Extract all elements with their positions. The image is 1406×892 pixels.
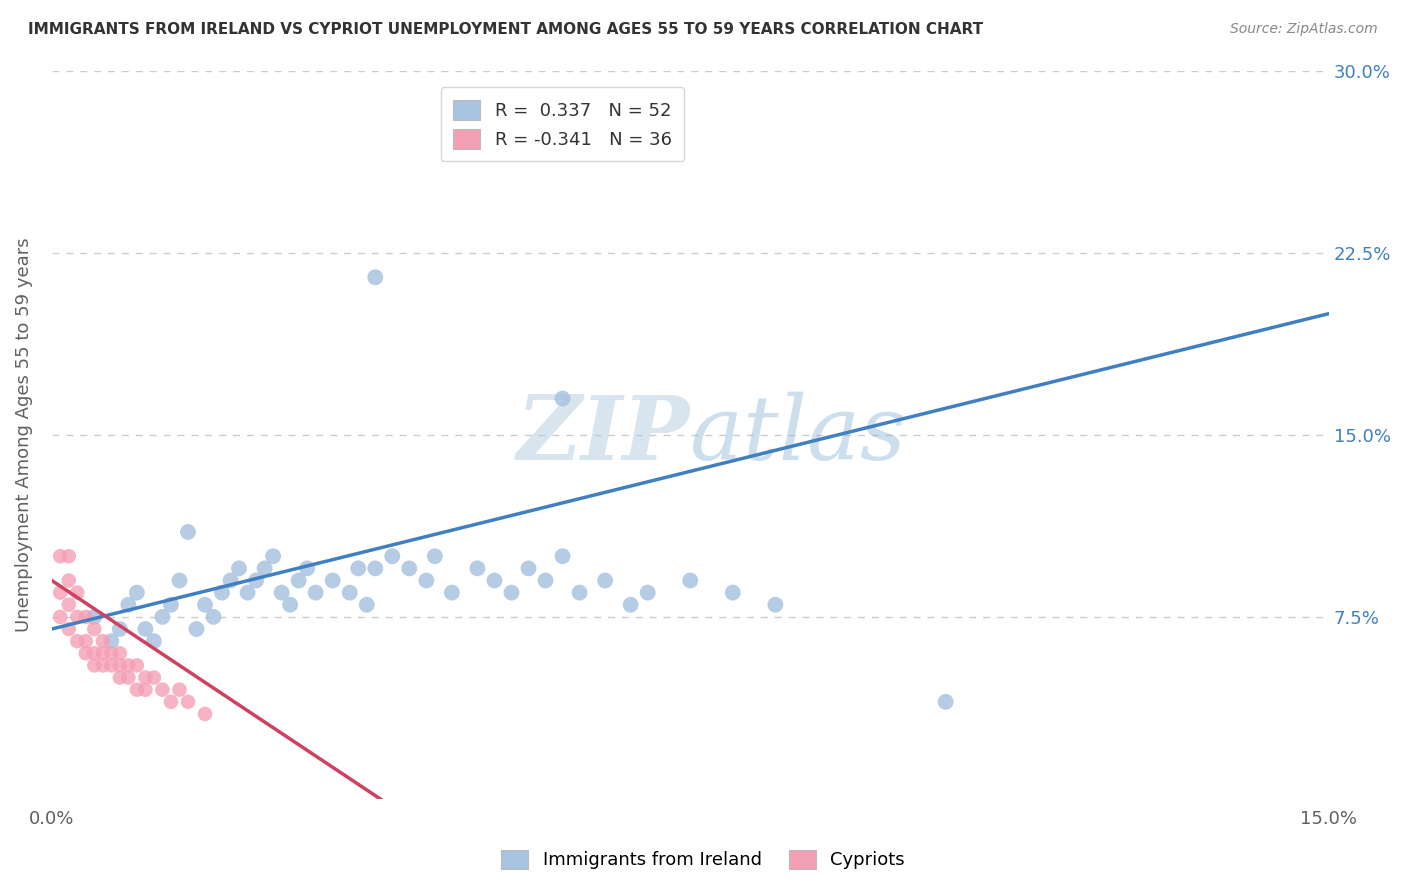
Point [177,695,200,709]
Point [415,574,437,588]
Point [202,610,225,624]
Point [211,585,233,599]
Point [228,561,250,575]
Point [58,622,80,636]
Point [125,585,148,599]
Point [534,574,557,588]
Point [91,646,114,660]
Point [398,561,420,575]
Point [49,585,72,599]
Point [152,682,174,697]
Text: IMMIGRANTS FROM IRELAND VS CYPRIOT UNEMPLOYMENT AMONG AGES 55 TO 59 YEARS CORREL: IMMIGRANTS FROM IRELAND VS CYPRIOT UNEMP… [28,22,983,37]
Point [262,549,284,564]
Point [117,598,139,612]
Point [270,585,292,599]
Point [83,610,105,624]
Point [322,574,344,588]
Point [134,682,156,697]
Point [347,561,370,575]
Point [423,549,446,564]
Point [245,574,267,588]
Point [295,561,318,575]
Point [593,574,616,588]
Point [66,585,89,599]
Legend: R =  0.337   N = 52, R = -0.341   N = 36: R = 0.337 N = 52, R = -0.341 N = 36 [440,87,685,161]
Point [169,574,191,588]
Point [501,585,523,599]
Point [117,658,139,673]
Point [551,549,574,564]
Point [83,658,105,673]
Point [305,585,328,599]
Legend: Immigrants from Ireland, Cypriots: Immigrants from Ireland, Cypriots [492,840,914,879]
Point [219,574,242,588]
Point [356,598,378,612]
Point [66,610,89,624]
Point [287,574,309,588]
Point [484,574,506,588]
Point [194,598,217,612]
Text: ZIP: ZIP [517,392,690,478]
Point [568,585,591,599]
Point [152,610,174,624]
Point [108,646,131,660]
Point [364,561,387,575]
Point [142,671,165,685]
Point [381,549,404,564]
Point [620,598,643,612]
Point [134,622,156,636]
Point [278,598,301,612]
Point [517,561,540,575]
Point [49,549,72,564]
Point [100,634,122,648]
Point [75,646,97,660]
Point [125,658,148,673]
Point [339,585,361,599]
Point [83,622,105,636]
Point [117,671,139,685]
Point [58,574,80,588]
Point [58,598,80,612]
Point [186,622,208,636]
Point [763,598,786,612]
Point [160,695,183,709]
Point [108,671,131,685]
Point [91,658,114,673]
Point [91,634,114,648]
Point [83,646,105,660]
Point [58,549,80,564]
Point [108,658,131,673]
Point [637,585,659,599]
Point [194,706,217,721]
Point [177,524,200,539]
Point [66,634,89,648]
Point [100,646,122,660]
Point [467,561,489,575]
Point [100,658,122,673]
Point [169,682,191,697]
Point [142,634,165,648]
Y-axis label: Unemployment Among Ages 55 to 59 years: Unemployment Among Ages 55 to 59 years [15,237,32,632]
Point [236,585,259,599]
Point [440,585,463,599]
Point [551,392,574,406]
Point [49,610,72,624]
Text: Source: ZipAtlas.com: Source: ZipAtlas.com [1230,22,1378,37]
Point [134,671,156,685]
Point [108,622,131,636]
Point [935,695,957,709]
Point [721,585,744,599]
Point [253,561,276,575]
Point [160,598,183,612]
Point [364,270,387,285]
Text: atlas: atlas [690,392,905,478]
Point [679,574,702,588]
Point [75,610,97,624]
Point [75,634,97,648]
Point [125,682,148,697]
